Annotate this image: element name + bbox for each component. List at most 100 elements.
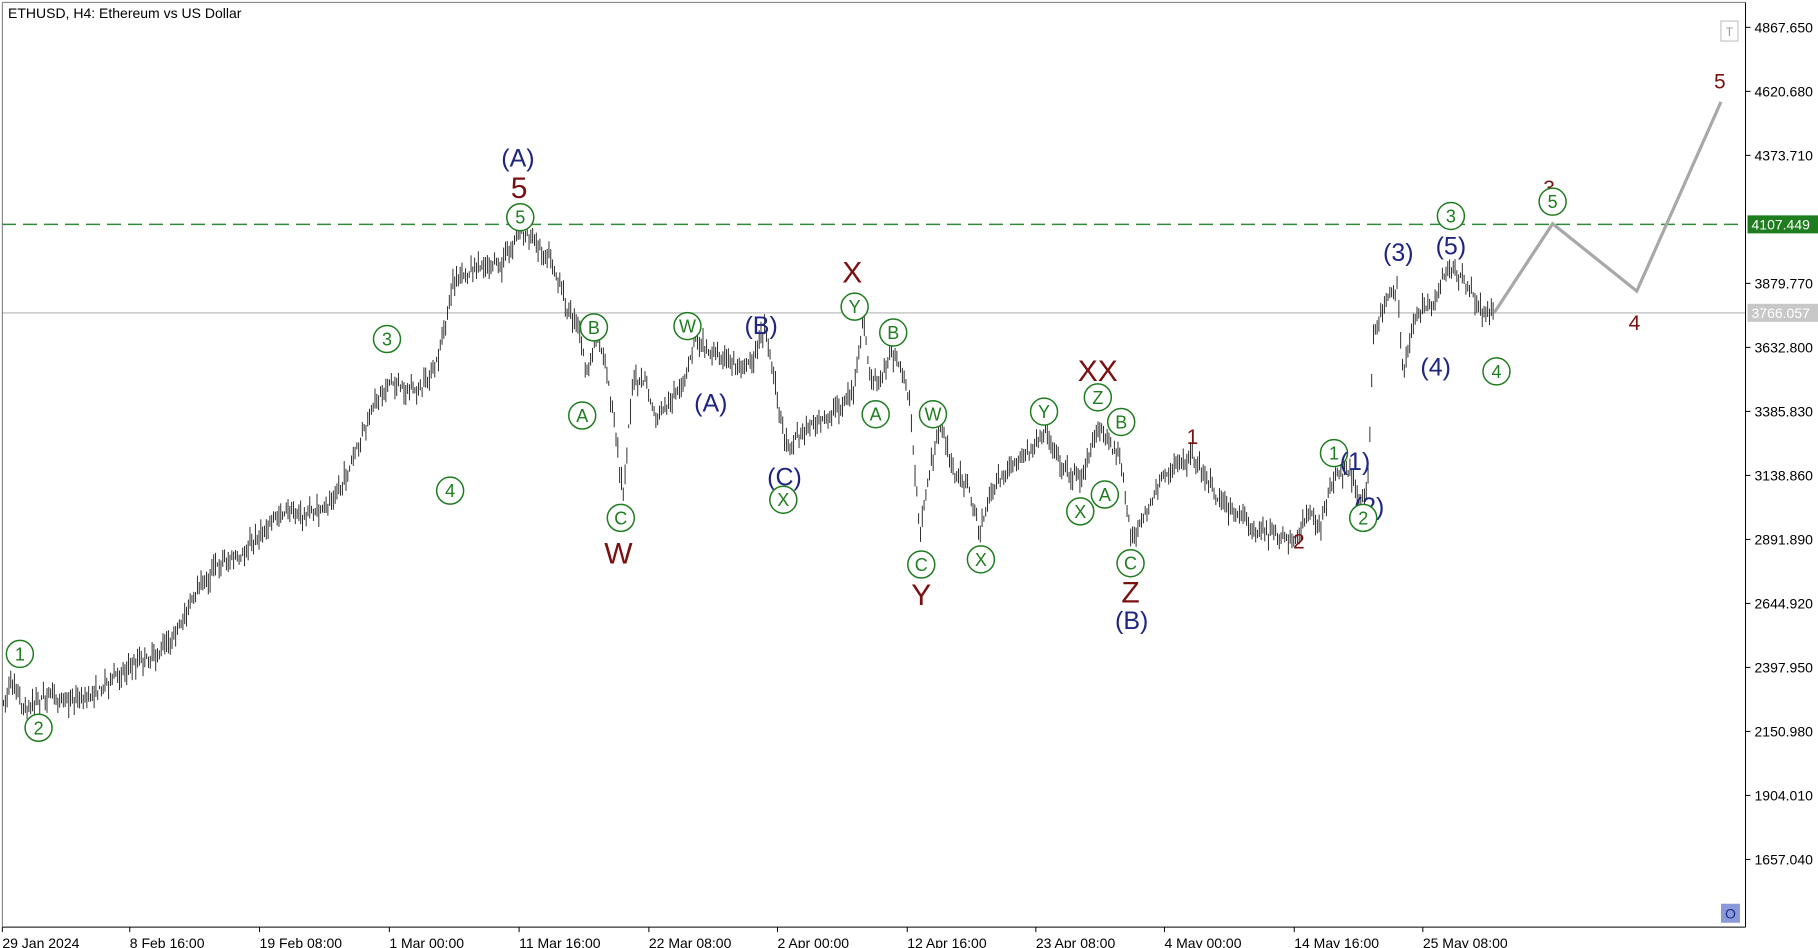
time-tick-label: 14 May 16:00 xyxy=(1294,935,1379,948)
wave-label: X xyxy=(1074,502,1086,522)
price-tick-label: 2150.980 xyxy=(1755,723,1814,739)
current-price-tag: 3766.057 xyxy=(1752,305,1811,321)
wave-label: 1 xyxy=(1329,444,1339,464)
time-tick-label: 25 May 08:00 xyxy=(1423,935,1508,948)
wave-label-circle xyxy=(506,202,535,232)
price-tick-label: 4373.710 xyxy=(1755,147,1814,163)
wave-label-circle xyxy=(1436,201,1466,231)
wave-label-circle xyxy=(579,313,609,342)
wave-label: Y xyxy=(911,579,931,612)
candle-series xyxy=(3,221,1494,720)
wave-label: 1 xyxy=(15,644,25,664)
wave-label: (B) xyxy=(1115,607,1148,635)
wave-label: 2 xyxy=(34,718,44,738)
wave-label-circle xyxy=(1106,407,1136,437)
wave-label: 5 xyxy=(515,208,525,228)
wave-label: B xyxy=(588,318,600,338)
time-tick-label: 1 Mar 00:00 xyxy=(389,935,464,948)
wave-label-circle xyxy=(372,324,402,354)
scale-fix-button[interactable] xyxy=(1720,903,1740,923)
resistance-price-tag-box xyxy=(1747,215,1818,234)
time-tick-label: 19 Feb 08:00 xyxy=(260,935,343,948)
price-tick-label: 1904.010 xyxy=(1755,787,1814,803)
wave-label: (5) xyxy=(1436,233,1467,261)
wave-label: (B) xyxy=(744,312,777,340)
wave-label: 2 xyxy=(1293,531,1305,554)
wave-label: Y xyxy=(849,297,861,317)
wave-label-circle xyxy=(1083,383,1113,412)
wave-label: X xyxy=(842,256,862,289)
price-tick-label: 2397.950 xyxy=(1755,659,1814,675)
price-tick-label: 3879.770 xyxy=(1755,275,1814,291)
wave-label-circle xyxy=(1482,357,1511,386)
price-tick-label: 2644.920 xyxy=(1755,595,1814,611)
wave-label: (4) xyxy=(1420,353,1451,381)
time-tick-label: 12 Apr 16:00 xyxy=(907,935,987,948)
wave-label-circle xyxy=(1116,548,1145,578)
wave-label: W xyxy=(679,317,696,337)
wave-label-circle xyxy=(1348,503,1378,533)
wave-label: XX xyxy=(1078,355,1118,388)
trade-panel-button[interactable] xyxy=(1720,20,1739,42)
wave-label: C xyxy=(614,508,627,528)
wave-label: Z xyxy=(1092,388,1103,408)
wave-label: W xyxy=(924,405,941,425)
price-tick-label: 1657.040 xyxy=(1755,851,1814,867)
price-tick-label: 3632.800 xyxy=(1755,339,1814,355)
projection-label-circle xyxy=(1538,187,1567,216)
wave-label: B xyxy=(1115,412,1127,432)
wave-label: X xyxy=(975,550,987,570)
wave-label-circle xyxy=(966,545,996,574)
time-tick-label: 8 Feb 16:00 xyxy=(130,935,205,948)
wave-label: A xyxy=(1099,485,1111,505)
time-tick-label: 29 Jan 2024 xyxy=(2,935,79,948)
chart-title: ETHUSD, H4: Ethereum vs US Dollar xyxy=(8,5,242,21)
wave-label: 3 xyxy=(382,330,392,350)
projection-line xyxy=(1492,101,1723,314)
wave-label: (1) xyxy=(1340,448,1371,476)
projection-path xyxy=(1492,101,1723,314)
price-tick-label: 3138.860 xyxy=(1755,467,1814,483)
wave-label: W xyxy=(604,538,633,571)
wave-label-circle xyxy=(840,292,869,321)
time-tick-label: 11 Mar 16:00 xyxy=(519,935,601,948)
resistance-price-tag: 4107.449 xyxy=(1752,216,1811,232)
time-tick-label: 4 May 00:00 xyxy=(1164,935,1241,948)
wave-label-circle xyxy=(861,399,890,429)
time-tick-label: 22 Mar 08:00 xyxy=(649,935,732,948)
time-tick-label: 2 Apr 00:00 xyxy=(777,935,849,948)
wave-label: Y xyxy=(1038,402,1050,422)
price-tick-label: 4867.650 xyxy=(1755,19,1814,35)
wave-label: 4 xyxy=(445,481,455,501)
wave-label: A xyxy=(576,406,588,426)
wave-label: (A) xyxy=(694,390,727,418)
trade-panel-icon: T xyxy=(1726,25,1734,39)
wave-label: 5 xyxy=(511,172,528,205)
wave-label: 3 xyxy=(1446,206,1456,226)
wave-label: Z xyxy=(1121,577,1139,610)
wave-label: (3) xyxy=(1383,239,1414,267)
wave-label: 4 xyxy=(1491,362,1501,382)
wave-label-circle xyxy=(606,503,636,533)
scale-fix-icon: O xyxy=(1725,906,1736,922)
wave-label: A xyxy=(870,405,882,425)
wave-label-circle xyxy=(567,401,597,430)
price-tick-label: 3385.830 xyxy=(1755,403,1814,419)
projection-label: 4 xyxy=(1629,312,1641,335)
wave-label-circle xyxy=(1066,497,1095,526)
wave-label-circle xyxy=(435,476,465,505)
wave-label-circle xyxy=(907,550,936,579)
price-tick-label: 4620.680 xyxy=(1755,83,1814,99)
wave-label: (A) xyxy=(501,145,534,173)
wave-label-circle xyxy=(769,485,798,514)
wave-label-circle xyxy=(1029,397,1059,426)
current-price-tag-box xyxy=(1747,303,1818,322)
wave-label-circle xyxy=(24,713,53,743)
wave-label: X xyxy=(777,490,789,510)
wave-label-circle xyxy=(5,639,35,669)
wave-label-circle xyxy=(878,318,908,347)
